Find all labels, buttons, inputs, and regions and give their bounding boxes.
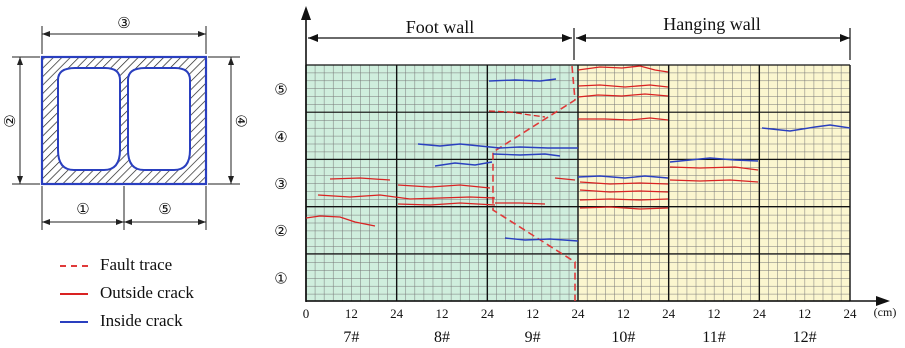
tick-label: 12	[798, 306, 811, 321]
outside-crack-swatch	[60, 293, 88, 295]
tick-label: 12	[526, 306, 539, 321]
inside-crack-label: Inside crack	[100, 311, 183, 330]
segment-label: 8#	[434, 329, 450, 346]
segment-label: 9#	[525, 329, 541, 346]
outside-crack	[305, 215, 376, 227]
legend-item-inside-crack: Inside crack	[60, 311, 290, 333]
inside-crack	[761, 124, 851, 132]
outside-crack	[579, 181, 669, 185]
segment-label: 11#	[702, 329, 725, 346]
y-axis-arrow	[301, 6, 311, 20]
tick-label: 12	[345, 306, 358, 321]
outside-crack	[488, 110, 546, 118]
outside-crack	[669, 179, 759, 183]
row-label: ③	[274, 177, 287, 193]
fault-trace-swatch	[60, 265, 88, 267]
tick-label: 12	[436, 306, 449, 321]
outside-crack	[554, 177, 576, 181]
inside-crack-swatch	[60, 321, 88, 323]
segment-label: 10#	[611, 329, 635, 346]
dim-label-right: ④	[232, 114, 248, 127]
tick-label: 24	[390, 306, 404, 321]
outside-crack	[579, 189, 669, 193]
crack-map: Foot wall Hanging wall	[274, 6, 896, 346]
outside-crack	[495, 202, 546, 205]
inside-crack	[669, 157, 759, 163]
tick-label: 12	[617, 306, 630, 321]
outside-crack	[577, 93, 669, 98]
outside-crack	[669, 166, 759, 171]
outside-crack	[578, 117, 669, 121]
fault-trace	[492, 65, 576, 301]
inside-crack	[417, 143, 578, 149]
tick-label: 24	[572, 306, 586, 321]
x-axis-arrow	[876, 296, 890, 306]
row-label: ②	[274, 224, 287, 240]
tick-label: 24	[753, 306, 767, 321]
row-label: ①	[274, 271, 287, 287]
dim-label-top: ③	[117, 16, 130, 32]
tick-label: 24	[481, 306, 495, 321]
segment-label: 7#	[343, 329, 359, 346]
dim-label-bottom-right: ⑤	[158, 202, 171, 218]
tick-label: 24	[844, 306, 858, 321]
legend-item-fault-trace: Fault trace	[60, 255, 290, 277]
outside-crack	[317, 194, 496, 200]
row-label: ④	[274, 130, 287, 146]
inside-crack	[577, 175, 669, 179]
left-cell	[57, 67, 121, 171]
legend-item-outside-crack: Outside crack	[60, 283, 290, 305]
dim-label-left: ②	[3, 114, 19, 127]
foot-wall-label: Foot wall	[406, 17, 475, 37]
tick-label: 12	[708, 306, 721, 321]
inside-crack	[504, 237, 579, 242]
x-axis-unit: (cm)	[874, 305, 897, 319]
outside-crack	[577, 65, 669, 73]
outside-crack-label: Outside crack	[100, 283, 194, 302]
fault-trace-label: Fault trace	[100, 255, 173, 274]
right-cell	[127, 67, 191, 171]
outside-crack	[397, 184, 491, 189]
outside-crack	[579, 198, 669, 201]
dim-label-bottom-left: ①	[76, 202, 89, 218]
inside-crack	[492, 153, 561, 157]
row-label: ⑤	[274, 83, 287, 99]
outside-crack	[397, 202, 496, 206]
outside-crack	[577, 84, 669, 88]
outside-crack	[579, 206, 669, 210]
inside-crack	[434, 161, 493, 167]
inside-crack	[488, 78, 557, 82]
box-girder-section: ③ ② ④ ① ⑤	[3, 16, 248, 230]
tick-label: 0	[303, 306, 310, 321]
tick-label: 24	[662, 306, 676, 321]
outside-crack	[329, 177, 391, 181]
hanging-wall-label: Hanging wall	[663, 14, 760, 34]
segment-label: 12#	[793, 329, 817, 346]
